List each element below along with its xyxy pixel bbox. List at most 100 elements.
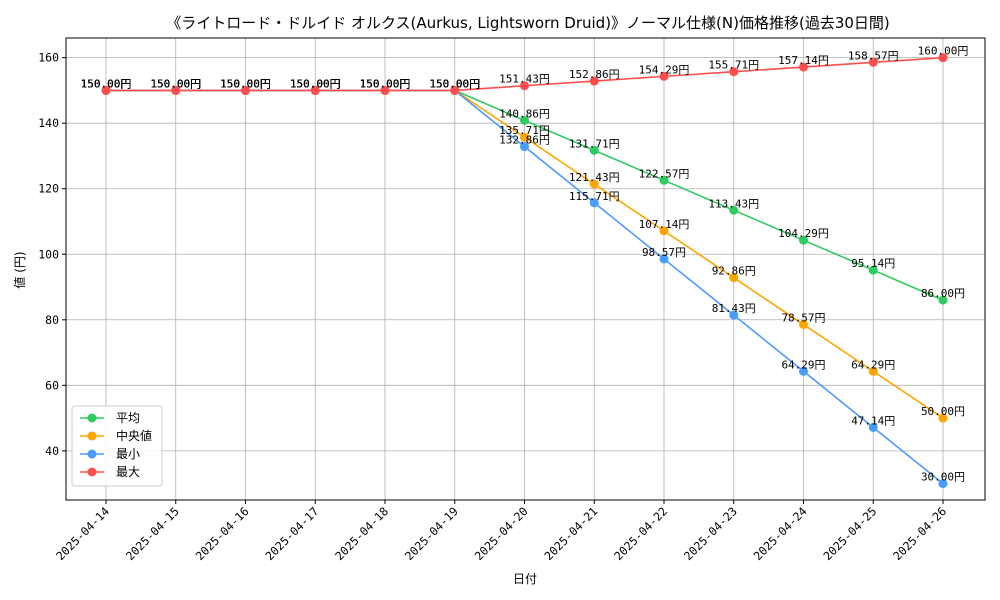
data-label: 150.00円 <box>429 77 480 90</box>
data-point <box>799 235 808 245</box>
data-label: 122.57円 <box>639 167 690 180</box>
data-label: 150.00円 <box>220 77 271 90</box>
data-label: 64.29円 <box>851 358 895 371</box>
data-point <box>729 205 739 215</box>
data-label: 30.00円 <box>921 471 965 484</box>
data-point <box>171 85 181 95</box>
data-label: 104.29円 <box>778 227 829 240</box>
data-label: 150.00円 <box>429 77 480 90</box>
data-label: 121.43円 <box>569 171 620 184</box>
x-tick-label: 2025-04-19 <box>402 504 461 563</box>
data-point <box>868 265 878 275</box>
data-point <box>101 85 111 95</box>
data-label: 150.00円 <box>290 77 341 90</box>
data-label: 152.86円 <box>569 68 620 81</box>
legend-marker <box>87 467 97 477</box>
data-label: 150.00円 <box>429 77 480 90</box>
data-point <box>589 198 599 208</box>
data-point <box>589 179 599 189</box>
data-label: 150.00円 <box>81 77 132 90</box>
data-label: 113.43円 <box>708 197 759 210</box>
data-point <box>799 366 808 376</box>
data-point <box>659 254 669 264</box>
data-label: 154.29円 <box>639 63 690 76</box>
legend-marker <box>87 449 97 459</box>
data-label: 150.00円 <box>81 77 132 90</box>
y-tick-label: 140 <box>38 116 59 130</box>
x-tick-label: 2025-04-21 <box>542 504 601 563</box>
data-point <box>938 295 948 305</box>
data-label: 81.43円 <box>712 302 756 315</box>
data-label: 150.00円 <box>290 77 341 90</box>
legend-label: 最大 <box>116 465 140 479</box>
data-label: 150.00円 <box>81 77 132 90</box>
legend-label: 中央値 <box>116 428 152 443</box>
legend-box <box>71 405 163 487</box>
data-label: 150.00円 <box>220 77 271 90</box>
data-label: 150.00円 <box>290 77 341 90</box>
data-point <box>380 85 390 95</box>
grid <box>66 38 985 500</box>
data-point <box>241 85 250 95</box>
data-label: 150.00円 <box>81 77 132 90</box>
data-label: 132.86円 <box>499 134 550 147</box>
data-label: 157.14円 <box>778 54 829 67</box>
data-label: 150.00円 <box>360 77 411 90</box>
data-label: 150.00円 <box>360 77 411 90</box>
x-tick-label: 2025-04-20 <box>472 504 531 563</box>
data-point <box>729 67 739 77</box>
data-label: 150.00円 <box>220 77 271 90</box>
data-label: 64.29円 <box>781 358 825 371</box>
data-label: 95.14円 <box>851 257 895 270</box>
data-label: 151.43円 <box>499 73 550 86</box>
data-point <box>938 53 948 63</box>
data-label: 107.14円 <box>639 218 690 231</box>
data-label: 150.00円 <box>150 77 201 90</box>
data-point <box>729 310 739 320</box>
plot-frame <box>65 37 986 501</box>
x-tick-label: 2025-04-26 <box>890 504 949 563</box>
data-label: 135.71円 <box>499 124 550 137</box>
data-labels: 150.00円 150.00円 150.00円 150.00円 150.00円 150.0… <box>81 45 969 484</box>
x-tick-label: 2025-04-24 <box>751 504 810 563</box>
legend-marker <box>87 413 97 423</box>
data-point <box>520 132 529 142</box>
data-point <box>799 319 808 329</box>
data-point <box>520 81 529 91</box>
x-tick-label: 2025-04-15 <box>123 504 182 563</box>
data-label: 155.71円 <box>708 59 759 72</box>
legend-label: 最小 <box>116 447 140 461</box>
y-tick-label: 60 <box>45 378 59 392</box>
data-point <box>520 115 529 125</box>
y-tick-label: 40 <box>45 444 59 458</box>
data-label: 50.00円 <box>921 405 965 418</box>
y-tick-label: 160 <box>38 51 59 65</box>
data-label: 150.00円 <box>360 77 411 90</box>
data-point <box>938 413 948 423</box>
data-label: 150.00円 <box>220 77 271 90</box>
data-point <box>589 76 599 86</box>
y-tick-label: 120 <box>38 182 59 196</box>
data-label: 47.14円 <box>851 414 895 427</box>
data-point <box>868 366 878 376</box>
x-tick-label: 2025-04-25 <box>821 504 880 563</box>
data-point <box>938 479 948 489</box>
data-label: 158.57円 <box>848 49 899 62</box>
data-point <box>310 85 320 95</box>
data-point <box>659 175 669 185</box>
data-label: 78.57円 <box>781 311 825 324</box>
data-point <box>729 273 739 283</box>
y-axis-label: 値 (円) <box>12 251 27 288</box>
legend-marker <box>87 431 97 441</box>
data-point <box>589 145 599 155</box>
y-tick-label: 80 <box>45 313 59 327</box>
data-label: 115.71円 <box>569 190 620 203</box>
x-tick-label: 2025-04-14 <box>53 504 112 563</box>
x-axis-label: 日付 <box>513 572 537 586</box>
data-label: 86.00円 <box>921 287 965 300</box>
chart-title: 《ライトロード・ドルイド オルクス(Aurkus, Lightsworn Dru… <box>166 14 890 32</box>
x-tick-label: 2025-04-22 <box>611 504 670 563</box>
data-label: 131.71円 <box>569 137 620 150</box>
